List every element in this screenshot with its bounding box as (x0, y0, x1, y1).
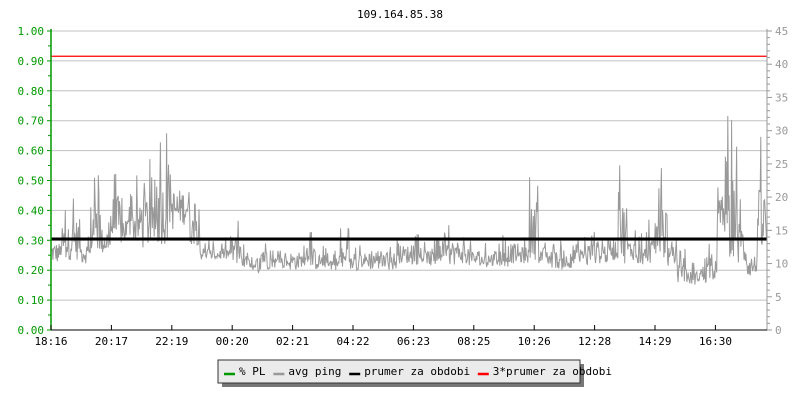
legend-label: prumer za obdobi (364, 365, 470, 378)
x-tick-label: 14:29 (638, 335, 671, 348)
x-tick-label: 18:16 (34, 335, 67, 348)
x-tick-label: 16:30 (699, 335, 732, 348)
legend-label: avg ping (288, 365, 341, 378)
right-tick-label: 20 (775, 191, 788, 204)
right-tick-label: 15 (775, 224, 788, 237)
left-tick-label: 0.80 (18, 85, 45, 98)
x-tick-label: 00:20 (216, 335, 249, 348)
left-tick-label: 0.70 (18, 115, 45, 128)
x-tick-label: 02:21 (276, 335, 309, 348)
x-tick-label: 08:25 (457, 335, 490, 348)
legend: % PL avg ping prumer za obdobi 3*prumer za … (217, 359, 612, 387)
x-tick-label: 22:19 (155, 335, 188, 348)
right-tick-label: 40 (775, 58, 788, 71)
avg-ping-series (50, 115, 767, 285)
left-tick-label: 0.40 (18, 204, 45, 217)
left-tick-label: 1.00 (18, 25, 45, 38)
right-tick-label: 25 (775, 158, 788, 171)
right-tick-label: 35 (775, 91, 788, 104)
left-tick-label: 0.00 (18, 324, 45, 337)
left-tick-label: 0.90 (18, 55, 45, 68)
right-tick-label: 5 (775, 291, 782, 304)
x-tick-label: 04:22 (336, 335, 369, 348)
legend-label: 3*prumer za obdobi (493, 365, 612, 378)
chart-title: 109.164.85.38 (357, 8, 443, 21)
legend-label: % PL (239, 365, 266, 378)
x-tick-label: 10:26 (518, 335, 551, 348)
left-tick-label: 0.50 (18, 175, 45, 188)
right-tick-label: 30 (775, 125, 788, 138)
x-tick-label: 12:28 (578, 335, 611, 348)
x-tick-label: 06:23 (397, 335, 430, 348)
left-tick-label: 0.10 (18, 294, 45, 307)
avg-ping-line (50, 115, 767, 285)
left-tick-label: 0.20 (18, 264, 45, 277)
left-tick-label: 0.30 (18, 234, 45, 247)
right-tick-label: 0 (775, 324, 782, 337)
axes: 0.00 0.10 0.20 0.30 0.40 0.50 0.60 0.70 0.80 0.90… (18, 25, 789, 348)
left-tick-label: 0.60 (18, 145, 45, 158)
right-tick-label: 10 (775, 258, 788, 271)
x-tick-label: 20:17 (95, 335, 128, 348)
right-tick-label: 45 (775, 25, 788, 38)
